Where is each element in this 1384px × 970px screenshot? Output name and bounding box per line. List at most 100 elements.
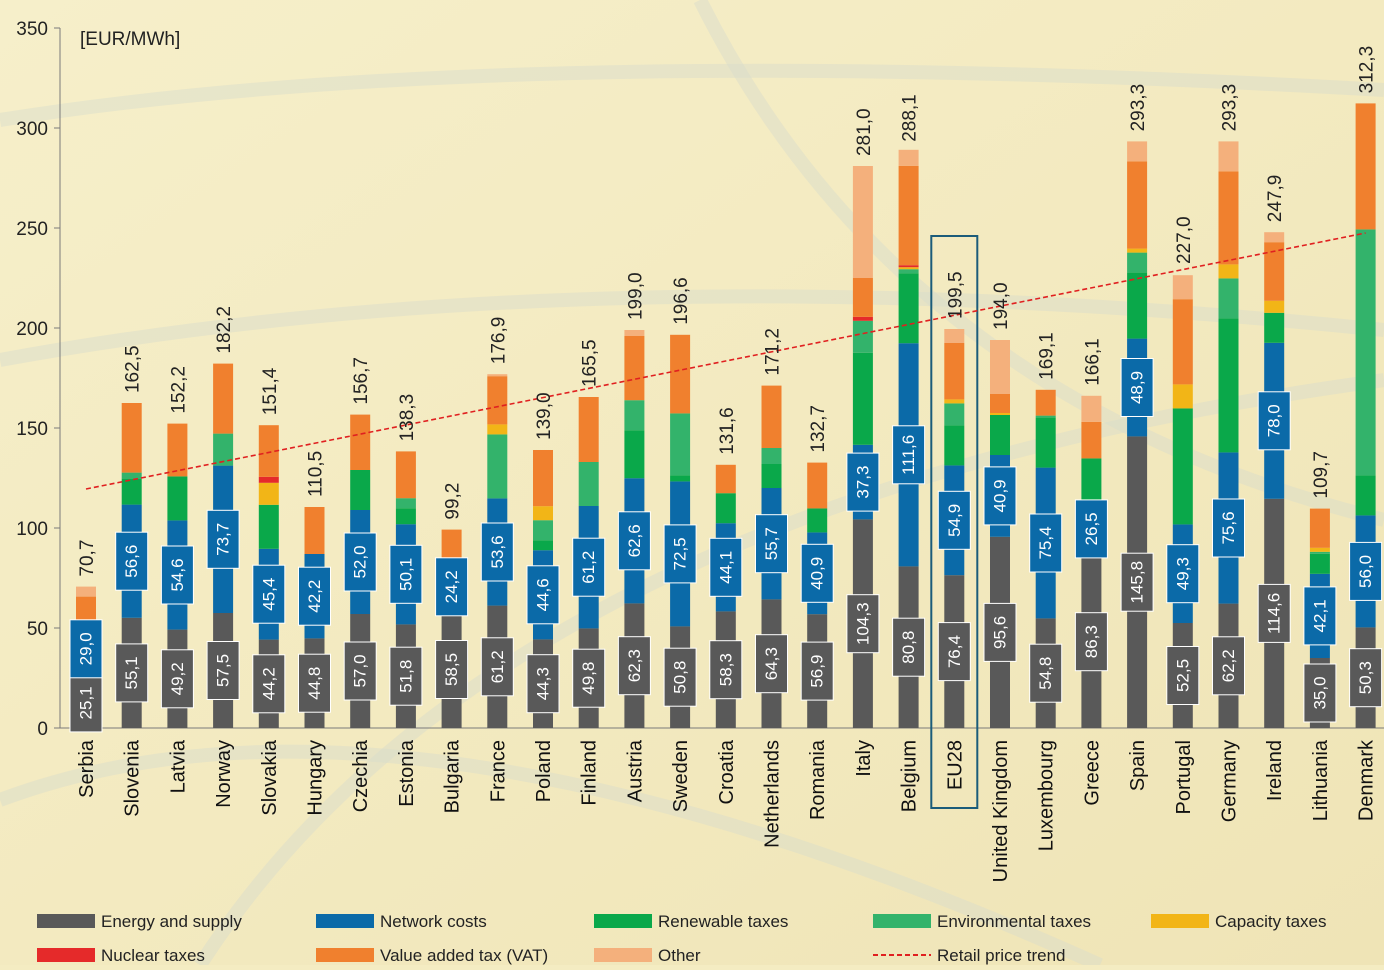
category-label: Sweden [670,740,692,812]
segment-label-box [435,557,469,617]
category-label: Portugal [1173,740,1195,815]
segment-label: 72,5 [663,524,697,584]
segment-label: 42,1 [1303,586,1337,646]
total-label: 199,0 [625,272,646,320]
segment-label-box [1029,513,1063,573]
segment-label-text: 40,9 [808,557,827,590]
segment-label: 57,5 [206,641,240,700]
segment-label: 54,8 [1029,643,1063,703]
background-stroke [693,0,1384,527]
segment-label-box [252,654,286,714]
bar-segment [533,520,553,541]
category-label: Poland [533,740,555,802]
segment-label: 49,2 [160,649,194,709]
segment-label-box [298,653,331,713]
bar-segment [624,430,645,479]
segment-label-text: 54,6 [168,558,187,591]
segment-label-box [69,619,103,679]
segment-label-box [800,543,834,603]
bar-segment [807,462,828,509]
legend-swatch [37,948,95,962]
segment-label: 50,8 [663,647,697,707]
bar-segment [1035,389,1056,416]
segment-label-text: 58,5 [442,653,461,686]
segment-label: 104,3 [846,594,880,654]
total-label: 194,0 [991,282,1012,330]
bar-segment [1035,417,1056,468]
bar-segment [1355,229,1376,476]
segment-label-box [755,634,788,694]
category-label: Slovakia [259,739,281,815]
legend: Energy and supply Network costs Renewable … [37,912,1327,965]
segment-label-text: 48,9 [1128,371,1147,404]
segment-label-box [663,647,697,707]
total-label: 171,2 [763,328,784,376]
bar-segment [1218,171,1239,265]
segment-label: 56,9 [800,641,834,701]
category-label: Italy [853,740,875,777]
segment-label: 49,8 [572,648,606,708]
bar-segment [990,394,1010,413]
bar-segment [1172,275,1193,300]
segment-label: 37,3 [846,452,880,512]
segment-label-box [800,641,834,701]
bar-segment [258,504,279,549]
legend-label: Value added tax (VAT) [380,946,548,965]
bar-segment [1127,161,1148,249]
category-label: Croatia [716,739,738,804]
bar-segment [350,414,371,470]
category-label: Serbia [76,739,98,798]
total-label: 70,7 [77,540,98,577]
total-label: 131,6 [717,407,738,455]
segment-label-text: 52,5 [1173,659,1192,692]
segment-label-box [937,622,971,682]
segment-label: 50,1 [389,544,423,604]
category-label: Norway [213,740,235,808]
category-label: Finland [579,740,601,806]
segment-label-box [1303,586,1337,646]
segment-label: 75,4 [1029,513,1063,573]
segment-label-text: 56,9 [808,655,827,688]
segment-label-box [389,544,423,604]
bar-segment [1264,300,1285,313]
bar-segment [1264,242,1285,301]
background-stroke [0,63,1384,127]
legend-item: Renewable taxes [594,912,788,931]
bar-segment [1218,278,1239,319]
y-tick-label: 0 [37,719,48,740]
bar-segment [487,424,508,435]
category-label: Germany [1219,740,1241,822]
segment-label-text: 40,9 [991,479,1010,512]
y-tick-label: 250 [16,219,48,240]
segment-label-box [526,565,560,625]
segment-label: 48,9 [1120,358,1154,417]
legend-item: Energy and supply [37,912,242,931]
segment-label-box [480,637,514,697]
segment-label-text: 50,3 [1356,661,1375,694]
axis-layer: 0 50 100 150 200 250 300 350 [EUR/MWh] [16,19,1384,740]
segment-label-box [709,640,743,700]
segment-label-text: 50,1 [396,558,415,591]
segment-label: 56,0 [1349,541,1383,601]
segment-label-text: 25,1 [77,686,96,719]
total-label: 156,7 [351,357,372,405]
segment-label: 52,5 [1166,646,1200,705]
bar-segment [258,425,279,477]
segment-label-text: 44,8 [305,667,324,700]
segment-label: 51,8 [389,646,423,706]
bar-segment [670,413,691,476]
y-tick-label: 100 [16,519,48,540]
segment-label-box [1349,541,1383,601]
bar-segment [1218,264,1239,279]
total-label: 182,2 [214,306,235,354]
bar-segment [898,269,919,274]
segment-label-text: 104,3 [853,602,872,645]
bar-segment [258,482,279,505]
bar-segment [1309,547,1330,552]
retail-price-trend-line [85,232,1366,490]
bar-segment [944,403,965,426]
segment-label: 58,5 [435,640,469,699]
segment-label-box [892,617,926,677]
category-label: United Kingdom [990,740,1012,882]
